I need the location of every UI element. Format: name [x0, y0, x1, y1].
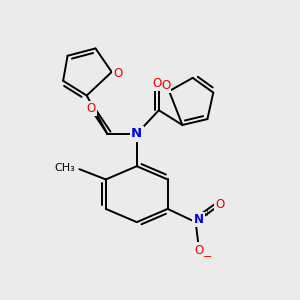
Text: O: O	[86, 102, 96, 115]
Text: N: N	[131, 127, 142, 140]
Text: O: O	[114, 67, 123, 80]
Text: CH₃: CH₃	[54, 163, 75, 173]
Text: O: O	[153, 77, 162, 90]
Text: O: O	[194, 244, 203, 256]
Text: O: O	[161, 79, 170, 92]
Text: O: O	[215, 198, 224, 211]
Text: O: O	[194, 244, 203, 256]
Text: O: O	[215, 198, 224, 211]
Text: O: O	[161, 79, 170, 92]
Text: N: N	[194, 213, 204, 226]
Text: N: N	[194, 213, 204, 226]
Text: O: O	[86, 102, 96, 115]
Text: CH₃: CH₃	[54, 163, 75, 173]
Text: +: +	[203, 209, 210, 218]
Text: −: −	[203, 252, 213, 262]
Text: O: O	[153, 77, 162, 90]
Text: O: O	[114, 67, 123, 80]
Text: N: N	[131, 127, 142, 140]
